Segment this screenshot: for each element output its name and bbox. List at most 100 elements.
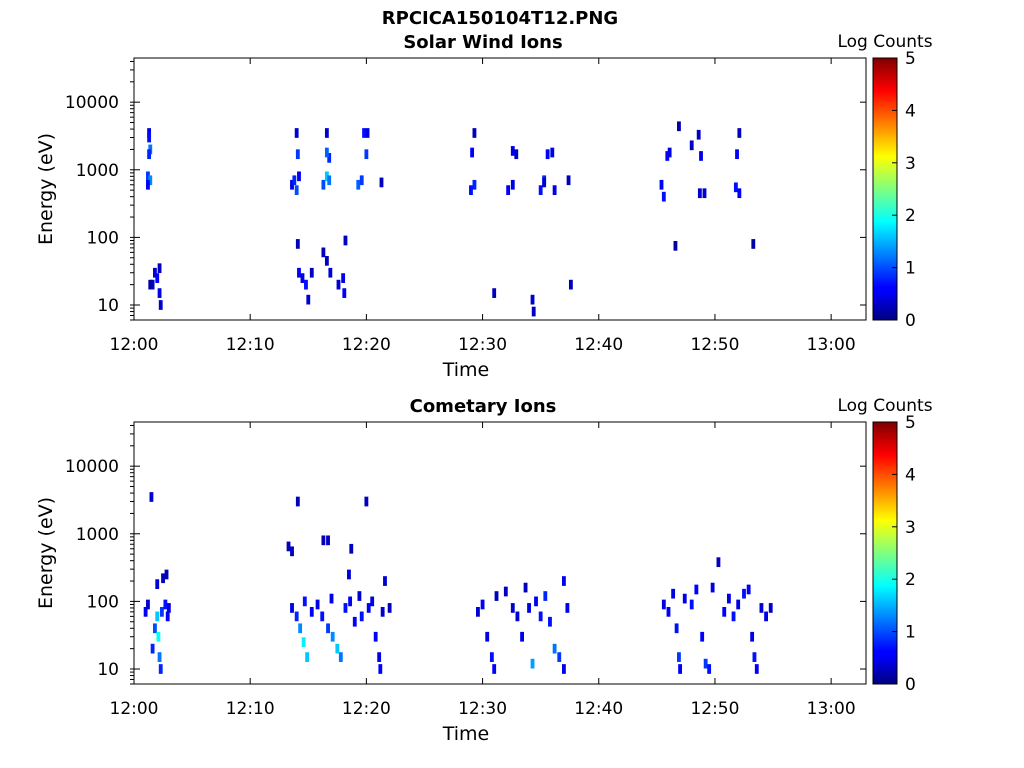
data-cell [561, 664, 566, 674]
x-tick-label: 12:10 [226, 335, 275, 355]
colorbar [872, 421, 898, 685]
data-cell [506, 185, 511, 195]
data-cell [324, 255, 329, 266]
data-cell [297, 267, 301, 278]
data-cell [286, 541, 291, 552]
data-cell [665, 151, 670, 161]
x-tick-label: 13:00 [807, 699, 856, 719]
data-cell [469, 185, 473, 195]
data-cell [531, 306, 536, 317]
data-cell [297, 171, 301, 182]
data-cell [472, 179, 477, 190]
data-cell [364, 149, 369, 160]
data-cell [359, 175, 364, 186]
data-cell [523, 582, 528, 593]
data-cell [356, 179, 361, 190]
data-cell [494, 591, 499, 601]
data-cell [370, 596, 375, 607]
data-cell [752, 652, 757, 662]
colorbar-label: Log Counts [837, 396, 932, 416]
data-cell [157, 652, 162, 662]
colorbar-tick-label: 0 [905, 675, 916, 695]
data-cell [302, 596, 307, 607]
x-tick-label: 12:30 [458, 335, 507, 355]
data-cell [164, 569, 169, 580]
data-cell [722, 607, 727, 617]
panel-title: Solar Wind Ions [403, 32, 562, 53]
data-cell [550, 147, 555, 158]
data-cell [700, 631, 705, 642]
x-tick-label: 12:50 [690, 699, 739, 719]
data-cell [492, 664, 497, 674]
data-cell [149, 492, 154, 502]
data-cell [731, 611, 736, 622]
data-cell [347, 569, 351, 580]
data-cell [543, 591, 548, 601]
plot-frame [133, 421, 867, 685]
data-cell [678, 664, 683, 674]
data-cell [301, 637, 306, 647]
data-cell [510, 179, 515, 190]
data-cell [343, 603, 348, 613]
data-cell [357, 591, 362, 601]
data-cell [352, 616, 357, 627]
data-cell [326, 623, 330, 634]
colorbar-tick-label: 1 [905, 623, 916, 643]
data-cell [520, 631, 524, 642]
data-cell [377, 652, 382, 662]
panel-title: Cometary Ions [410, 396, 557, 417]
data-cell [298, 623, 303, 634]
x-axis-label: Time [442, 359, 490, 381]
x-tick-label: 12:30 [458, 699, 507, 719]
data-cell [673, 240, 678, 251]
data-cell [538, 611, 543, 622]
data-cell [295, 149, 300, 160]
colorbar-tick-label: 4 [905, 465, 916, 485]
data-cell [342, 288, 347, 298]
data-cell [327, 175, 332, 186]
data-cell [566, 175, 571, 186]
colorbar-tick-label: 3 [905, 518, 916, 538]
plot-frame [133, 57, 867, 321]
data-cell [329, 593, 334, 604]
x-tick-label: 12:20 [342, 335, 391, 355]
data-cell [754, 664, 759, 674]
data-cell [324, 171, 329, 182]
data-cell [492, 288, 497, 298]
y-axis-label: Energy (eV) [35, 497, 57, 609]
data-cell [545, 149, 550, 160]
y-tick-label: 10000 [65, 93, 119, 113]
y-tick-label: 10 [97, 296, 119, 316]
data-cell [146, 179, 150, 190]
data-cell [737, 128, 742, 138]
data-cell [324, 147, 329, 158]
colorbar [872, 57, 898, 321]
x-tick-label: 12:10 [226, 699, 275, 719]
data-cell [510, 146, 515, 156]
data-cell [290, 179, 294, 190]
data-cell [694, 584, 699, 595]
data-cell [716, 557, 721, 568]
x-tick-label: 12:00 [110, 335, 159, 355]
data-cell [290, 546, 294, 557]
y-tick-label: 10000 [65, 457, 119, 477]
data-cell [321, 179, 326, 190]
data-cell [699, 151, 703, 161]
data-cell [737, 188, 742, 199]
data-cell [480, 599, 485, 610]
data-cell [733, 182, 738, 193]
data-cell [768, 603, 773, 613]
data-cell [552, 185, 557, 195]
y-tick-label: 100 [87, 228, 119, 248]
data-cell [726, 593, 731, 604]
data-cell [320, 611, 325, 622]
colorbar-label: Log Counts [837, 32, 932, 52]
data-cell [746, 584, 751, 595]
x-tick-label: 12:40 [574, 335, 623, 355]
colorbar-tick-label: 4 [905, 101, 916, 121]
data-cell [751, 239, 756, 249]
data-cell [514, 149, 519, 160]
data-cell [327, 153, 332, 163]
data-cell [470, 147, 475, 158]
